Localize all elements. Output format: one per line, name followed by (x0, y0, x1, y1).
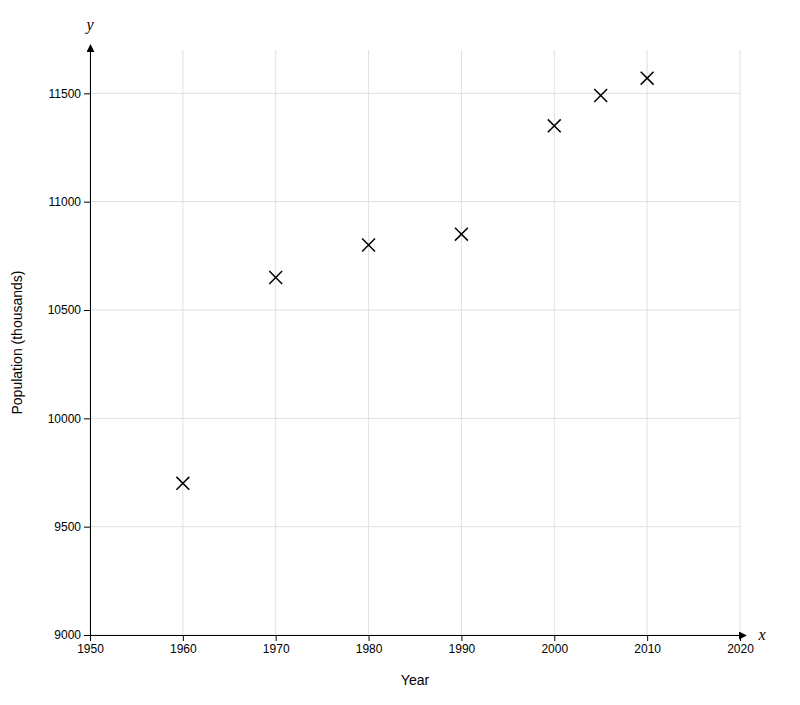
chart-container: 1950 1960 1970 1980 1990 2000 2010 2020 9000 9500… (0, 0, 800, 705)
tick: 1960 (170, 635, 197, 656)
axis-line (90, 51, 91, 636)
grid-line-y (90, 526, 740, 527)
scatter-point (455, 228, 468, 241)
arrow-label: x (757, 626, 765, 643)
tick: 10500 (48, 303, 90, 317)
tick-mark (84, 93, 90, 94)
tick: 1990 (449, 635, 476, 656)
tick-mark (647, 635, 648, 641)
points (176, 72, 653, 490)
grid-line-x (647, 50, 648, 635)
tick: 11500 (49, 87, 90, 101)
tick-mark (84, 202, 90, 203)
tick-label: 1980 (356, 642, 383, 656)
tick-label: 1990 (449, 642, 476, 656)
tick-mark (369, 635, 370, 641)
tick: 11000 (49, 195, 90, 209)
grid-line-x (461, 50, 462, 635)
scatter-point (594, 89, 607, 102)
grid-line-x (275, 50, 276, 635)
chart-svg: 1950 1960 1970 1980 1990 2000 2010 2020 9000 9500… (0, 0, 800, 705)
tick: 1950 (77, 635, 104, 656)
tick-mark (84, 527, 90, 528)
y-axis-title: Population (thousands) (9, 271, 25, 415)
tick-mark (183, 635, 184, 641)
grid-line-y (90, 310, 740, 311)
tick-label: 10000 (48, 412, 82, 426)
tick: 1980 (356, 635, 383, 656)
tick-mark (740, 635, 741, 641)
scatter-point (269, 271, 282, 284)
plot-area: 1950 1960 1970 1980 1990 2000 2010 2020 9000 9500… (9, 16, 766, 688)
tick-label: 11000 (49, 195, 82, 209)
tick-mark (461, 635, 462, 641)
tick-label: 1970 (263, 642, 290, 656)
grid-line-y (90, 201, 740, 202)
tick-label: 11500 (49, 87, 82, 101)
scatter-point (641, 72, 654, 85)
tick-label: 9500 (54, 520, 81, 534)
tick: 1970 (263, 635, 290, 656)
grid-line-x (368, 50, 369, 635)
grid-line-y (90, 93, 740, 94)
tick-mark (84, 418, 90, 419)
tick: 2000 (541, 635, 568, 656)
tick: 9500 (54, 520, 90, 534)
grid-line-x (90, 50, 91, 635)
scatter-point (176, 477, 189, 490)
grid-line-y (90, 418, 740, 419)
scatter-point (548, 119, 561, 132)
tick-mark (84, 310, 90, 311)
grid (90, 50, 740, 635)
tick-label: 10500 (48, 303, 82, 317)
tick-mark (90, 635, 91, 641)
tick: 2020 (727, 635, 754, 656)
tick-label: 2020 (727, 642, 754, 656)
tick-label: 1960 (170, 642, 197, 656)
grid-line-y (90, 635, 740, 636)
grid-line-x (740, 50, 741, 635)
x-axis: 1950 1960 1970 1980 1990 2000 2010 2020 (77, 635, 754, 656)
tick: 2010 (634, 635, 661, 656)
tick-mark (84, 635, 90, 636)
scatter-point (362, 239, 375, 252)
tick: 10000 (48, 412, 90, 426)
tick: 9000 (54, 628, 90, 642)
tick-mark (276, 635, 277, 641)
tick-label: 1950 (77, 642, 104, 656)
axis-line (91, 635, 741, 636)
arrow-label: y (84, 16, 94, 34)
x-axis-title: Year (401, 672, 430, 688)
y-axis: 9000 9500 10000 10500 11000 11500 (48, 51, 91, 643)
grid-line-x (554, 50, 555, 635)
tick-label: 2000 (541, 642, 568, 656)
tick-label: 2010 (634, 642, 661, 656)
grid-line-x (182, 50, 183, 635)
tick-mark (554, 635, 555, 641)
tick-label: 9000 (54, 628, 81, 642)
